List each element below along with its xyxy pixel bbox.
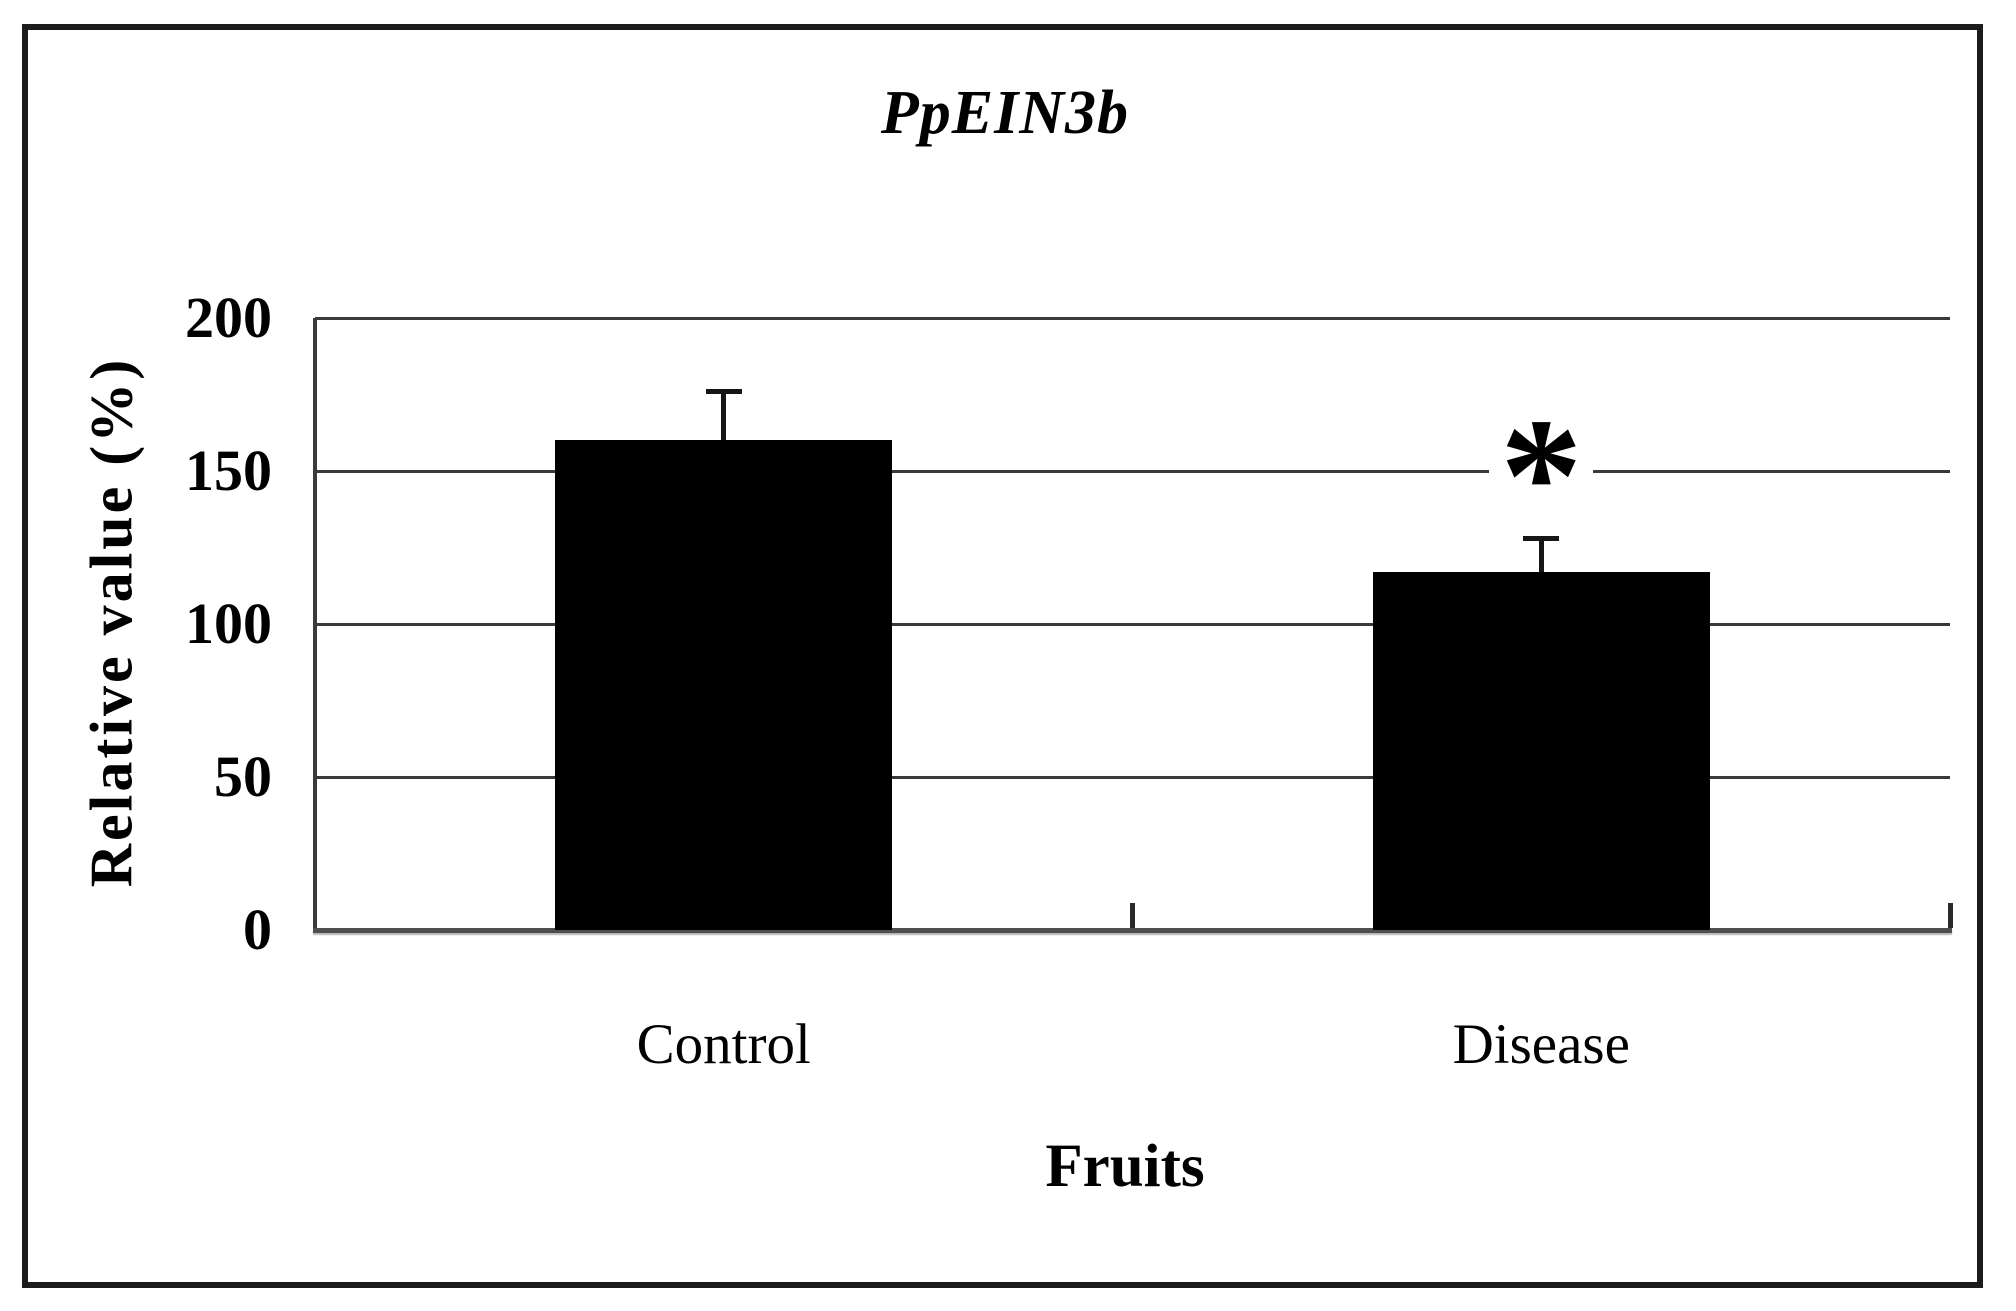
- gridline-200: [315, 316, 1950, 320]
- x-axis-tick-1: [1130, 903, 1135, 928]
- y-tick-label-0: 0: [243, 897, 272, 962]
- y-tick-label-150: 150: [185, 438, 272, 503]
- category-label-disease: Disease: [1452, 1013, 1630, 1076]
- error-bar-stem-disease: [1538, 538, 1544, 572]
- x-axis-tick-2: [1947, 903, 1953, 928]
- gridline-100: [315, 622, 1950, 626]
- y-tick-label-200: 200: [185, 285, 272, 350]
- x-axis-title: Fruits: [1045, 1133, 1205, 1200]
- gridline-150: [315, 469, 1950, 473]
- significance-halo-disease: [1489, 428, 1594, 501]
- category-label-control: Control: [636, 1013, 811, 1076]
- error-bar-cap-disease: [1523, 536, 1560, 542]
- y-axis-line: [313, 318, 317, 930]
- y-tick-label-100: 100: [185, 591, 272, 656]
- y-tick-label-50: 50: [214, 744, 272, 809]
- bar-control: [555, 440, 893, 930]
- x-axis-baseline: [313, 928, 1952, 933]
- gridline-50: [315, 775, 1950, 779]
- bar-disease: [1372, 571, 1710, 930]
- significance-asterisk-disease: *: [1500, 384, 1583, 568]
- chart-title: PpEIN3b: [880, 79, 1130, 147]
- error-bar-stem-control: [721, 391, 727, 441]
- error-bar-cap-control: [705, 389, 742, 395]
